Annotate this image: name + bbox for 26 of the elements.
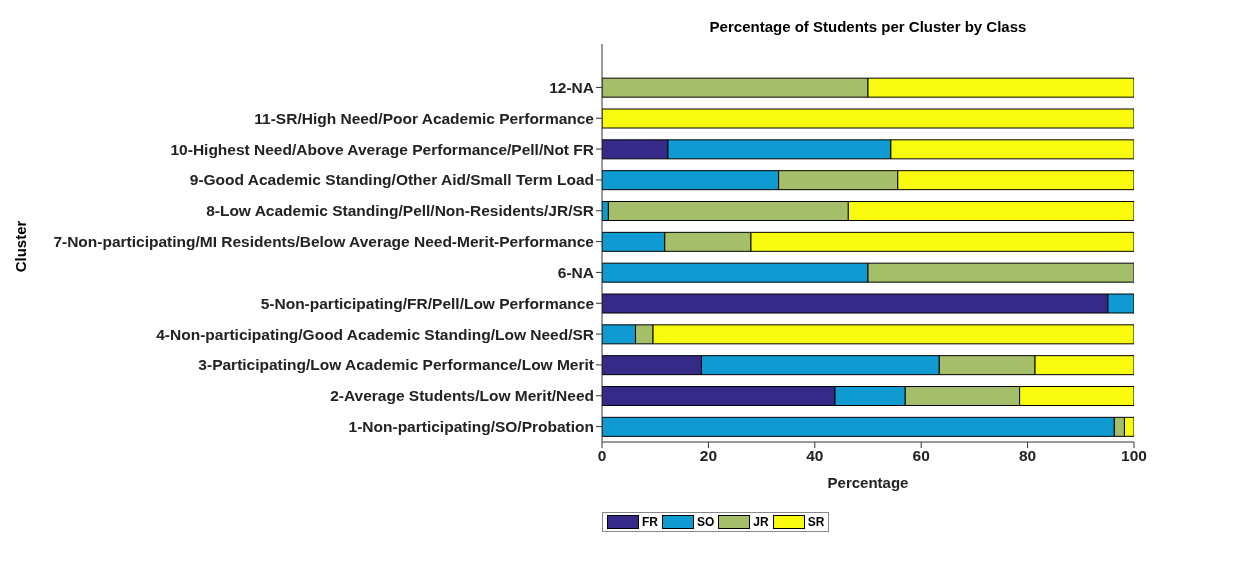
x-tick-label: 40 xyxy=(806,447,824,465)
y-tick-label: 11-SR/High Need/Poor Academic Performance xyxy=(254,109,595,127)
legend-label: FR xyxy=(642,515,658,529)
y-tick-label: 1-Non-participating/SO/Probation xyxy=(348,418,594,436)
x-axis-title: Percentage xyxy=(827,474,909,491)
legend-label: SO xyxy=(697,515,715,529)
y-tick-label: 8-Low Academic Standing/Pell/Non-Residents/JR/SR xyxy=(206,202,594,220)
y-tick-label: 2-Average Students/Low Merit/Need xyxy=(330,387,594,405)
y-tick-label: 7-Non-participating/MI Residents/Below Average Need-Merit-Performance xyxy=(53,233,595,251)
y-tick-label: 5-Non-participating/FR/Pell/Low Performance xyxy=(260,294,595,312)
bar xyxy=(602,108,1134,129)
chart-title: Percentage of Students per Cluster by Class xyxy=(708,18,1028,35)
x-tick-label: 0 xyxy=(597,447,607,465)
x-tick-label: 60 xyxy=(912,447,930,465)
x-tick-label: 100 xyxy=(1121,447,1147,465)
y-tick-label: 10-Highest Need/Above Average Performance/Pell/Not FR xyxy=(170,140,594,158)
y-tick-label: 9-Good Academic Standing/Other Aid/Small Term Load xyxy=(189,171,594,189)
x-tick-label: 20 xyxy=(699,447,718,465)
y-tick-label: 4-Non-participating/Good Academic Standing/Low Need/SR xyxy=(156,325,594,343)
y-tick-label: 6-NA xyxy=(557,263,594,281)
y-axis-title: Cluster xyxy=(11,219,29,275)
y-tick-label: 3-Participating/Low Academic Performance/Low Merit xyxy=(198,356,594,374)
y-tick-label: 12-NA xyxy=(549,78,594,96)
legend-label: SR xyxy=(807,515,825,529)
legend-label: JR xyxy=(753,515,769,529)
x-tick-label: 80 xyxy=(1018,447,1037,465)
